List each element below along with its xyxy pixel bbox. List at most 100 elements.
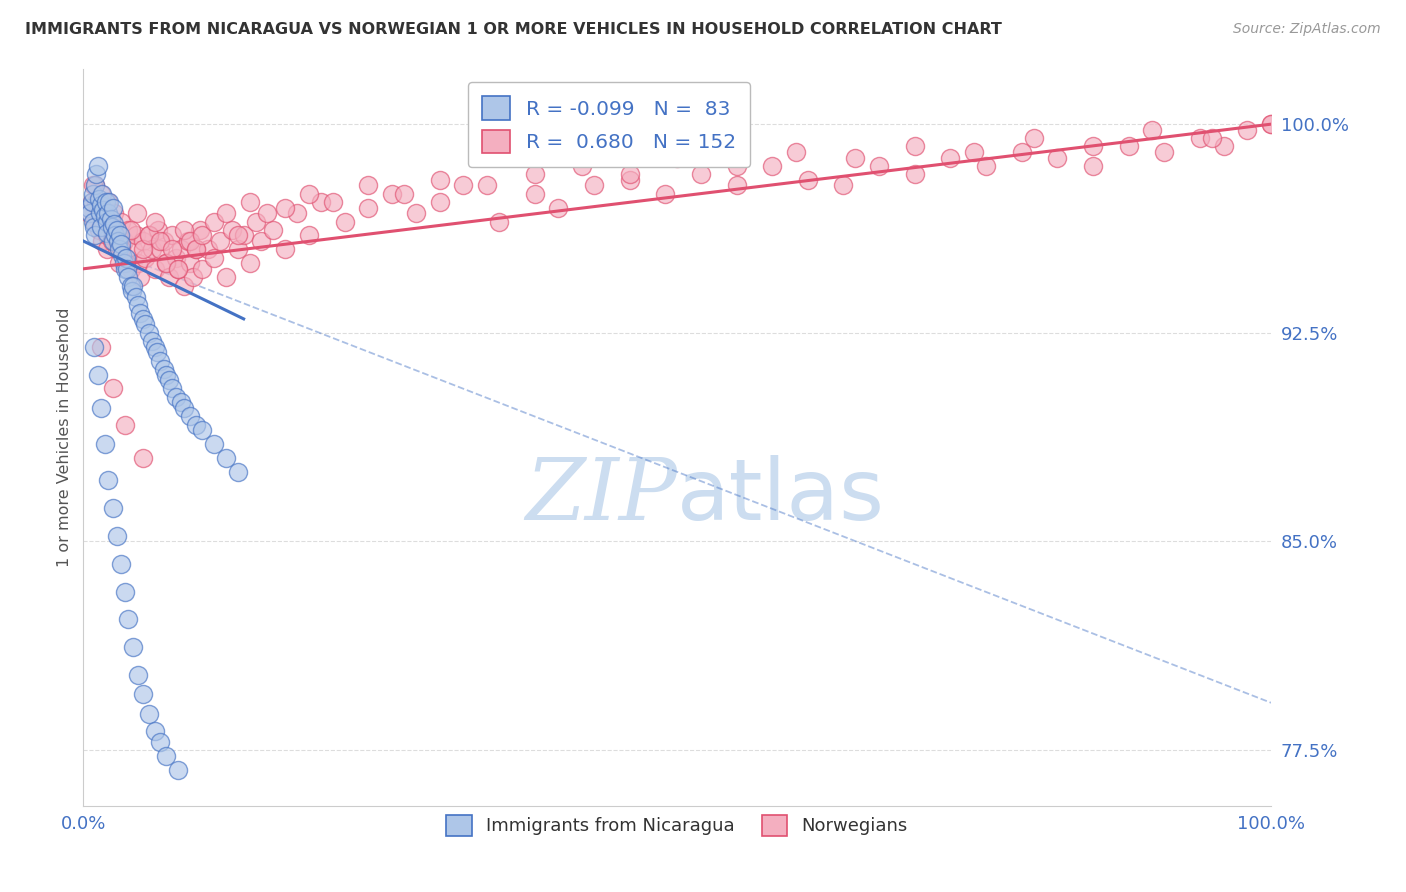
Point xyxy=(141,334,163,348)
Point xyxy=(191,423,214,437)
Point xyxy=(153,362,176,376)
Point xyxy=(117,270,139,285)
Point xyxy=(143,723,166,738)
Point xyxy=(89,206,111,220)
Point xyxy=(453,178,475,193)
Point xyxy=(725,178,748,193)
Point xyxy=(82,186,104,201)
Point xyxy=(114,261,136,276)
Point xyxy=(239,195,262,210)
Point xyxy=(162,381,184,395)
Point xyxy=(1212,139,1234,153)
Point xyxy=(155,256,177,270)
Point xyxy=(285,206,308,220)
Point xyxy=(105,529,128,543)
Point xyxy=(91,186,114,201)
Point xyxy=(103,217,125,231)
Point xyxy=(93,203,115,218)
Point xyxy=(157,270,180,285)
Point xyxy=(90,340,112,354)
Point xyxy=(221,223,243,237)
Point xyxy=(184,417,207,432)
Point xyxy=(96,228,118,243)
Point xyxy=(1260,117,1282,131)
Point xyxy=(127,256,149,270)
Point xyxy=(90,198,112,212)
Point xyxy=(974,159,997,173)
Point xyxy=(77,201,100,215)
Point xyxy=(381,186,404,201)
Point xyxy=(1188,131,1211,145)
Point xyxy=(131,688,153,702)
Point xyxy=(83,220,105,235)
Point xyxy=(523,167,546,181)
Point xyxy=(112,256,135,270)
Point xyxy=(127,298,149,312)
Point xyxy=(122,640,145,654)
Point xyxy=(162,228,184,243)
Point xyxy=(101,220,124,235)
Point xyxy=(131,311,153,326)
Point xyxy=(1260,117,1282,131)
Point xyxy=(250,234,273,248)
Point xyxy=(143,340,166,354)
Point xyxy=(1201,131,1223,145)
Point xyxy=(134,318,156,332)
Point xyxy=(110,243,132,257)
Point xyxy=(82,178,104,193)
Point xyxy=(117,223,139,237)
Point xyxy=(173,401,195,415)
Point xyxy=(110,214,132,228)
Point xyxy=(105,243,128,257)
Point xyxy=(1011,145,1033,159)
Legend: Immigrants from Nicaragua, Norwegians: Immigrants from Nicaragua, Norwegians xyxy=(437,805,917,845)
Point xyxy=(93,206,115,220)
Point xyxy=(202,251,225,265)
Point xyxy=(131,450,153,465)
Point xyxy=(155,748,177,763)
Point xyxy=(322,195,344,210)
Point xyxy=(149,243,172,257)
Point xyxy=(115,251,138,265)
Point xyxy=(571,159,593,173)
Point xyxy=(114,417,136,432)
Point xyxy=(1153,145,1175,159)
Point xyxy=(844,151,866,165)
Point xyxy=(274,201,297,215)
Point xyxy=(298,228,321,243)
Point xyxy=(131,234,153,248)
Point xyxy=(146,223,169,237)
Point xyxy=(87,223,110,237)
Point xyxy=(149,353,172,368)
Point xyxy=(90,186,112,201)
Point xyxy=(333,214,356,228)
Point xyxy=(167,763,190,777)
Point xyxy=(77,206,100,220)
Point xyxy=(868,159,890,173)
Point xyxy=(100,211,122,226)
Point xyxy=(100,214,122,228)
Point xyxy=(143,261,166,276)
Point xyxy=(86,195,108,210)
Point xyxy=(232,228,254,243)
Point xyxy=(215,270,238,285)
Point xyxy=(226,228,249,243)
Point xyxy=(904,167,927,181)
Point xyxy=(357,201,380,215)
Point xyxy=(173,223,195,237)
Point xyxy=(138,228,160,243)
Point xyxy=(96,243,118,257)
Point xyxy=(215,450,238,465)
Point xyxy=(167,261,190,276)
Text: IMMIGRANTS FROM NICARAGUA VS NORWEGIAN 1 OR MORE VEHICLES IN HOUSEHOLD CORRELATI: IMMIGRANTS FROM NICARAGUA VS NORWEGIAN 1… xyxy=(25,22,1002,37)
Point xyxy=(108,256,131,270)
Point xyxy=(86,159,108,173)
Point xyxy=(122,243,145,257)
Point xyxy=(98,195,121,210)
Point xyxy=(785,145,807,159)
Point xyxy=(1081,139,1104,153)
Point xyxy=(523,186,546,201)
Point xyxy=(86,167,108,181)
Text: Source: ZipAtlas.com: Source: ZipAtlas.com xyxy=(1233,22,1381,37)
Point xyxy=(112,234,135,248)
